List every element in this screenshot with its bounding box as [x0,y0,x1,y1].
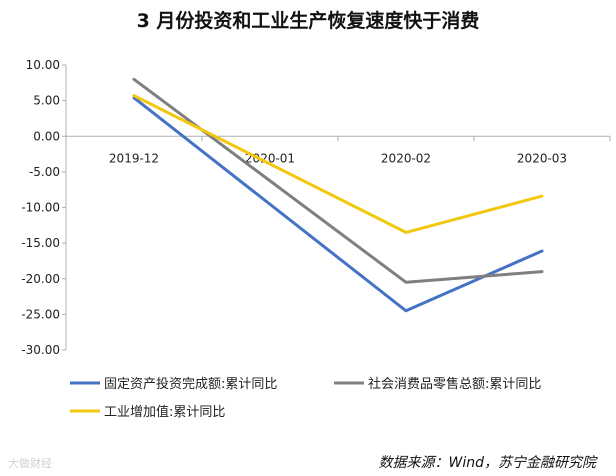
legend-label: 社会消费品零售总额:累计同比 [368,376,541,392]
x-tick-label: 2020-01 [245,151,295,165]
legend-label: 工业增加值:累计同比 [104,404,225,420]
legend-label: 固定资产投资完成额:累计同比 [104,376,277,392]
y-tick-label: -20.00 [21,272,60,286]
y-tick-label: -25.00 [21,307,60,321]
source-note: 数据来源：Wind，苏宁金融研究院 [379,455,598,471]
y-tick-label: -5.00 [29,165,60,179]
y-tick-label: -10.00 [21,201,60,215]
y-tick-label: 10.00 [26,58,60,72]
x-tick-label: 2020-02 [381,151,431,165]
y-tick-label: 0.00 [33,129,60,143]
y-tick-label: -30.00 [21,343,60,357]
y-tick-label: 5.00 [33,94,60,108]
x-tick-label: 2020-03 [517,151,567,165]
chart-title: 3 月份投资和工业生产恢复速度快于消费 [137,9,480,32]
series-line-2 [132,77,544,284]
watermark: 大做财经 [8,456,52,470]
series-line-3 [132,94,544,234]
series-line-1 [132,96,544,313]
x-tick-label: 2019-12 [109,151,159,165]
series-layer [132,77,544,313]
y-tick-label: -15.00 [21,236,60,250]
axes: 10.00 5.00 0.00 -5.00 -10.00 -15.00 -20.00 -25.… [21,58,611,357]
